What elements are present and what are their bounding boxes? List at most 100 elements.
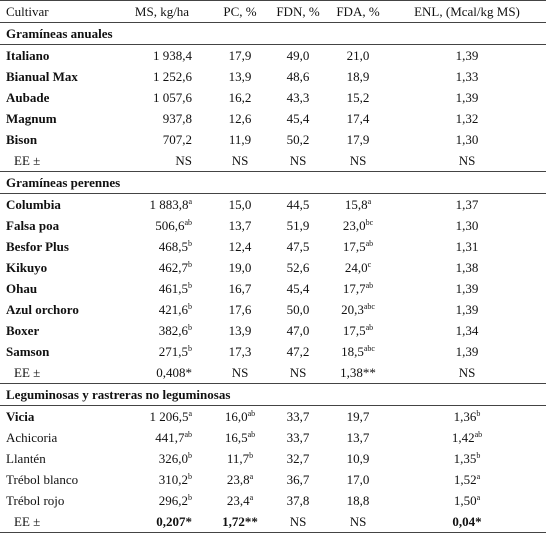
superscript: c [367,259,372,269]
cell: 12,4 [228,238,252,254]
section-title: Leguminosas y rastreras no leguminosas [0,383,546,406]
cell: 1,32 [455,110,479,126]
cell: 17,9 [346,131,370,147]
section-row: Leguminosas y rastreras no leguminosas [0,383,546,406]
row-label: Vicia [6,408,35,424]
superscript: b [188,259,192,269]
cell: 16,2 [228,89,252,105]
cell: 23,8a [212,469,268,490]
row-label: EE ± [14,152,41,168]
cell: 468,5b [112,236,212,257]
cell-value: 15,8 [344,196,368,212]
header-cell: Cultivar [0,0,112,23]
cell: 1 883,8a [112,194,212,216]
cell: 1,31 [455,238,479,254]
superscript: b [188,343,192,353]
cell-value: 296,2 [158,492,188,508]
cell-value: 16,0 [224,408,248,424]
row-label: Bison [6,131,38,147]
superscript: b [476,450,481,460]
row-label: Bianual Max [6,68,78,84]
cell: 421,6b [112,299,212,320]
superscript: ab [365,322,374,332]
table-row: Columbia 1 883,8a 15,0 44,5 15,8a 1,37 [0,194,546,216]
superscript: b [188,301,192,311]
cell: NS [349,513,367,529]
cell: NS [289,364,307,380]
cell: 1 206,5a [112,406,212,428]
cell: NS [231,364,249,380]
cell: 1,72** [222,513,258,529]
cell: NS [458,152,476,168]
cell-value: 17,5 [342,322,366,338]
cell: 52,6 [286,259,310,275]
cell: 50,2 [286,131,310,147]
cell-value: 23,0 [342,217,366,233]
cell-value: 17,5 [342,238,366,254]
cell: 45,4 [286,280,310,296]
cell: 24,0c [328,257,388,278]
header-cell: ENL, (Mcal/kg MS) [388,0,546,23]
superscript: b [188,492,192,502]
row-label: EE ± [14,513,41,529]
cell: 18,9 [346,68,370,84]
cell: 12,6 [228,110,252,126]
superscript: ab [247,408,256,418]
table-row: Llantén 326,0b 11,7b 32,7 10,9 1,35b [0,448,546,469]
cell: 47,0 [286,322,310,338]
superscript: a [188,408,192,418]
cell: 1,30 [455,131,479,147]
table-row: Kikuyo 462,7b 19,0 52,6 24,0c 1,38 [0,257,546,278]
cell: 1 057,6 [153,89,192,105]
row-label: Azul orchoro [6,301,79,317]
cell-value: 1,35 [453,450,477,466]
cell-value: 506,6 [155,217,185,233]
superscript: ab [474,429,483,439]
superscript: a [476,492,481,502]
cell: 43,3 [286,89,310,105]
superscript: b [476,408,481,418]
cell-value: 1,36 [453,408,477,424]
cell: 1,52a [388,469,546,490]
header-row: Cultivar MS, kg/ha PC, % FDN, % FDA, % ENL, (… [0,0,546,23]
cell-value: 271,5 [158,343,188,359]
table-row: Bison 707,2 11,9 50,2 17,9 1,30 [0,129,546,150]
cell: NS [349,152,367,168]
cell: 33,7 [286,408,310,424]
cell: 1,50a [388,490,546,511]
cell: 1,34 [455,322,479,338]
cell: 17,9 [228,47,252,63]
superscript: a [188,196,192,206]
cell: 17,4 [346,110,370,126]
superscript: b [188,238,192,248]
superscript: bc [365,217,374,227]
cell: 15,2 [346,89,370,105]
section-title: Gramíneas anuales [0,22,546,45]
cell: 1,36b [388,406,546,428]
cell-value: 20,3 [341,301,364,317]
cell: 461,5b [112,278,212,299]
cell: 10,9 [346,450,370,466]
cell: 506,6ab [112,215,212,236]
cell: 11,7b [212,448,268,469]
cell: 51,9 [286,217,310,233]
row-label: Kikuyo [6,259,48,275]
cell: 15,0 [228,196,252,212]
table-row: Achicoria 441,7ab 16,5ab 33,7 13,7 1,42ab [0,427,546,448]
cell: 23,4a [212,490,268,511]
cell: 1,39 [455,343,479,359]
data-table: Cultivar MS, kg/ha PC, % FDN, % FDA, % ENL, (… [0,0,546,533]
table-row: Boxer 382,6b 13,9 47,0 17,5ab 1,34 [0,320,546,341]
cell-value: 1,50 [453,492,477,508]
cell: 17,6 [228,301,252,317]
table-row: Trébol rojo 296,2b 23,4a 37,8 18,8 1,50a [0,490,546,511]
cell: 16,0ab [212,406,268,428]
cell-value: 326,0 [158,450,188,466]
superscript: b [249,450,254,460]
header-cell: FDN, % [268,0,328,23]
cell: 382,6b [112,320,212,341]
cell: 1,39 [455,280,479,296]
superscript: abc [363,301,375,311]
row-label: Besfor Plus [6,238,69,254]
